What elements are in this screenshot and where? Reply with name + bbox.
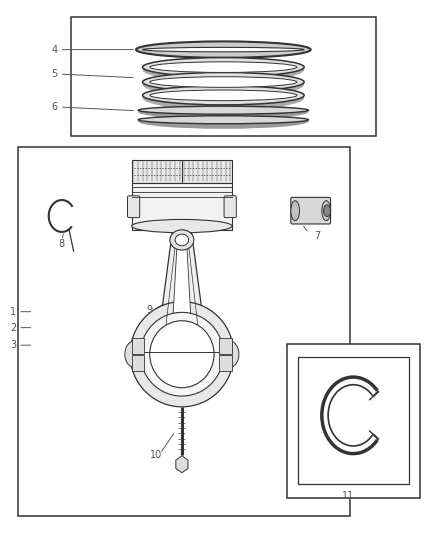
Ellipse shape [138, 114, 308, 129]
Bar [71, 17, 376, 136]
Ellipse shape [136, 42, 311, 58]
Text: 11: 11 [342, 491, 354, 501]
Polygon shape [159, 232, 205, 330]
Bar [219, 355, 232, 371]
Polygon shape [170, 330, 194, 397]
Ellipse shape [143, 72, 304, 92]
Text: 4: 4 [51, 45, 57, 54]
Ellipse shape [291, 201, 300, 221]
FancyBboxPatch shape [127, 196, 140, 217]
Ellipse shape [150, 90, 297, 101]
FancyBboxPatch shape [224, 196, 236, 217]
Ellipse shape [150, 77, 297, 87]
Ellipse shape [324, 205, 331, 216]
Text: 8: 8 [59, 239, 65, 248]
Text: 10: 10 [149, 450, 162, 460]
Text: 9: 9 [146, 305, 152, 315]
Ellipse shape [138, 116, 308, 124]
Ellipse shape [175, 234, 189, 246]
Ellipse shape [132, 220, 232, 233]
Bar [287, 344, 420, 498]
Bar [297, 357, 409, 484]
FancyBboxPatch shape [291, 197, 331, 224]
Ellipse shape [143, 58, 304, 82]
Bar [132, 182, 232, 230]
Ellipse shape [170, 230, 194, 250]
Ellipse shape [138, 104, 308, 119]
Text: 2: 2 [11, 322, 17, 333]
Text: 7: 7 [314, 231, 320, 241]
Ellipse shape [125, 341, 144, 367]
Bar [18, 147, 350, 516]
Ellipse shape [143, 86, 304, 110]
Text: 1: 1 [11, 306, 16, 317]
Ellipse shape [141, 312, 223, 396]
Ellipse shape [143, 72, 304, 96]
Polygon shape [172, 235, 191, 328]
Bar [132, 355, 145, 371]
Ellipse shape [138, 106, 308, 114]
Text: 6: 6 [51, 102, 57, 112]
Ellipse shape [143, 58, 304, 77]
Ellipse shape [150, 321, 214, 387]
Bar [219, 337, 232, 353]
Bar [132, 337, 145, 353]
Ellipse shape [220, 341, 239, 367]
Text: 3: 3 [11, 340, 16, 350]
Ellipse shape [130, 302, 234, 407]
Ellipse shape [143, 86, 304, 105]
Bar [132, 160, 232, 182]
Ellipse shape [322, 201, 331, 221]
Ellipse shape [150, 62, 297, 72]
Text: 5: 5 [51, 69, 57, 79]
Ellipse shape [143, 47, 304, 52]
